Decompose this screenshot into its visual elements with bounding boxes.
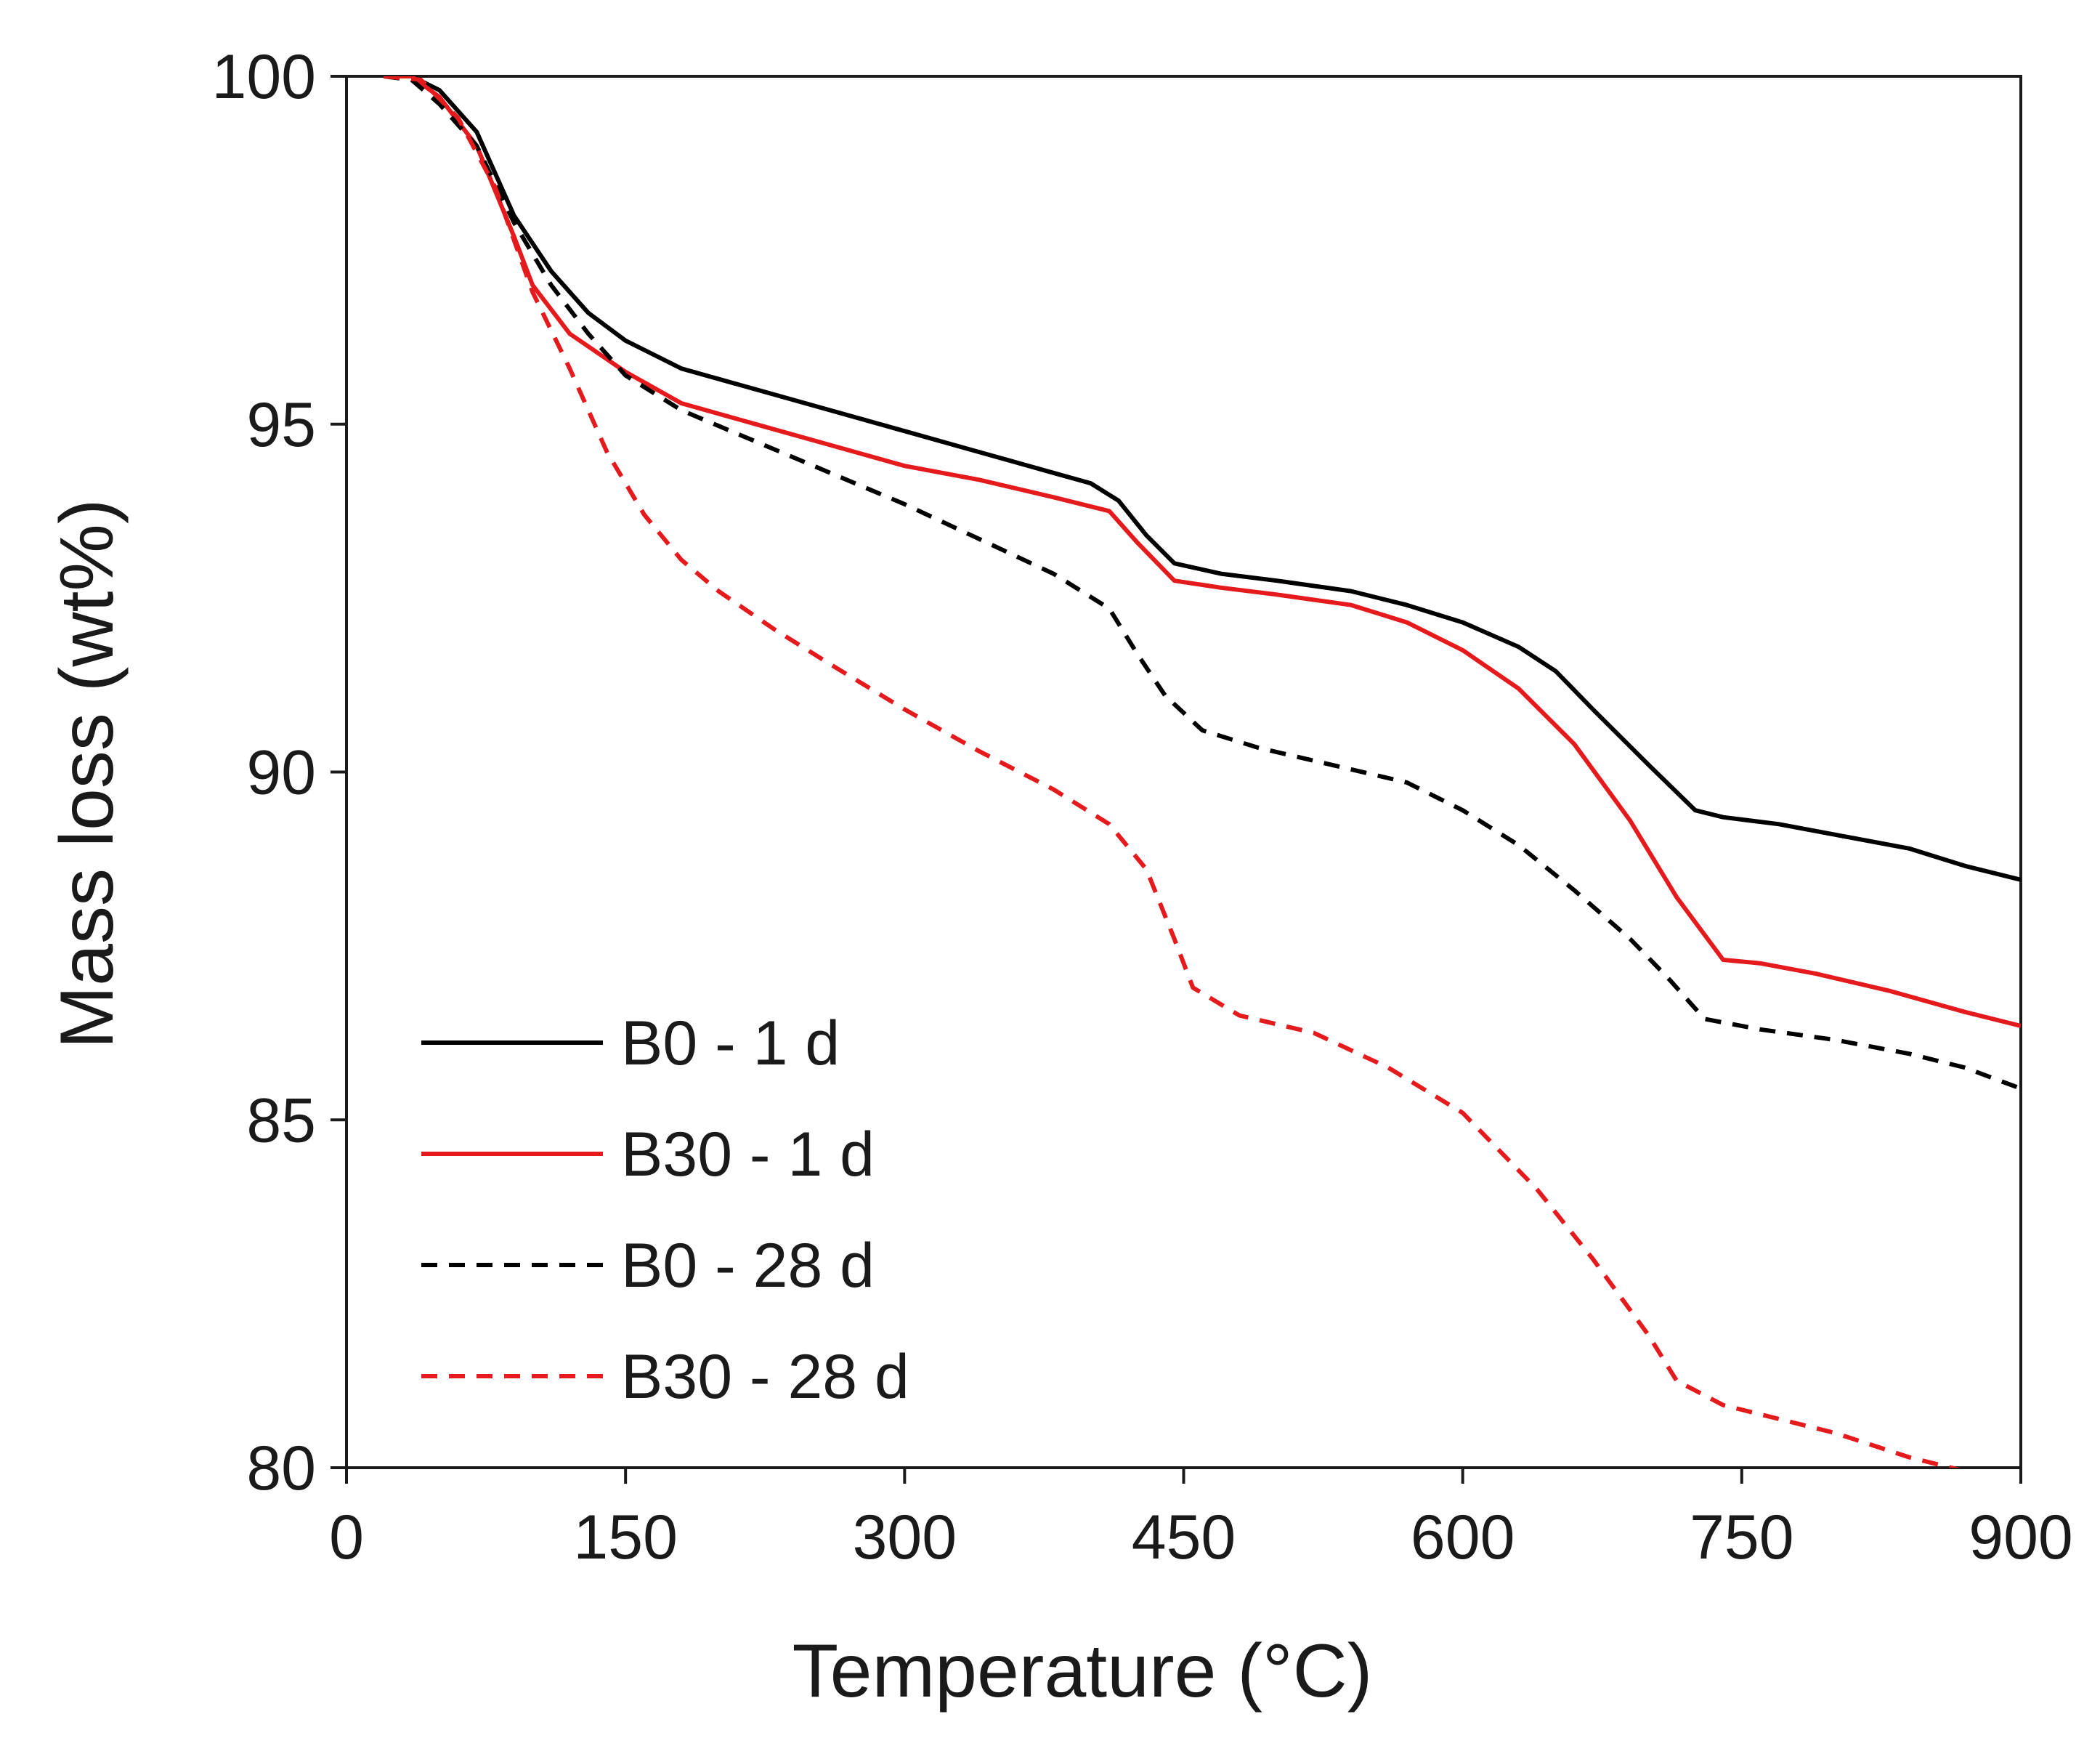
y-tick-label: 90	[246, 738, 316, 808]
series-line-b30-1-d	[384, 76, 2021, 1028]
legend-label: B30 - 28 d	[621, 1342, 909, 1412]
legend: B0 - 1 d B30 - 1 d B0 - 28 d B30 - 28 d	[421, 1009, 909, 1412]
series-layer	[383, 76, 2021, 1468]
x-tick-label: 0	[329, 1503, 364, 1572]
x-tick-label: 900	[1969, 1503, 2073, 1572]
series-line-b0-28-d	[383, 76, 2021, 1091]
x-tick-label: 300	[853, 1503, 957, 1572]
series-line-b0-1-d	[384, 76, 2021, 882]
y-axis-ticks: 100 95 90 85 80	[212, 42, 346, 1503]
x-tick-label: 750	[1690, 1503, 1794, 1572]
y-tick-label: 80	[246, 1434, 316, 1503]
y-axis-title: Mass loss (wt%)	[45, 499, 129, 1049]
plot-frame	[345, 75, 2022, 1469]
x-tick-label: 150	[573, 1503, 678, 1572]
x-tick-label: 450	[1132, 1503, 1236, 1572]
series-line-b30-28-d	[383, 76, 1961, 1468]
legend-label: B0 - 28 d	[621, 1231, 875, 1301]
y-tick-label: 85	[246, 1086, 316, 1155]
x-axis-title: Temperature (°C)	[792, 1629, 1373, 1713]
legend-label: B0 - 1 d	[621, 1009, 840, 1078]
x-axis-ticks: 0 150 300 450 600 750 900	[329, 1468, 2073, 1572]
y-tick-label: 100	[212, 42, 317, 112]
y-tick-label: 95	[246, 390, 316, 460]
x-tick-label: 600	[1411, 1503, 1515, 1572]
legend-label: B30 - 1 d	[621, 1120, 875, 1189]
